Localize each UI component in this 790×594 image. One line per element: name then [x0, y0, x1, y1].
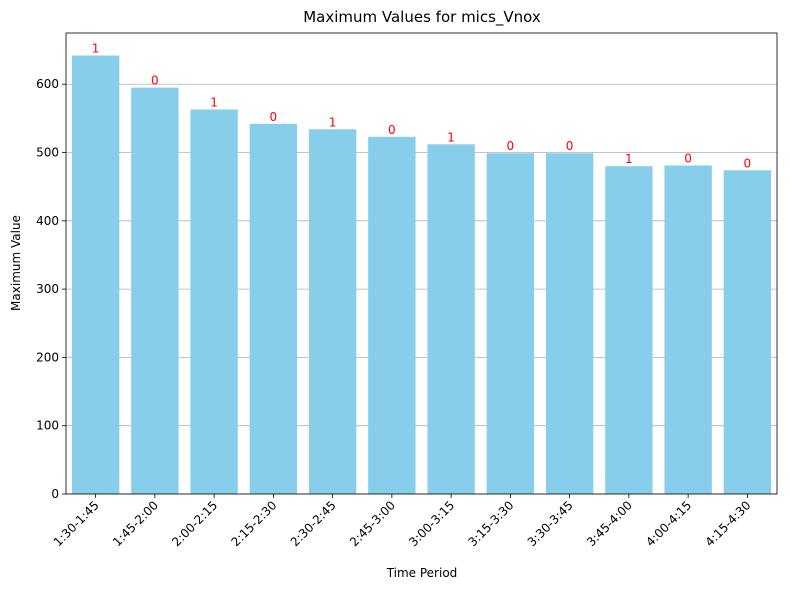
bar-value-label: 0: [744, 156, 752, 170]
bar-3:15-3:30: [486, 153, 535, 494]
x-axis-label: Time Period: [386, 566, 458, 580]
bar-4:15-4:30: [723, 170, 772, 494]
x-tick-label: 3:15-3:30: [465, 498, 516, 549]
bar-value-label: 0: [507, 139, 515, 153]
bar-value-label: 1: [447, 130, 455, 144]
x-tick-label: 4:00-4:15: [643, 498, 694, 549]
bar-value-label: 1: [210, 95, 218, 109]
bar-1:30-1:45: [71, 55, 120, 494]
y-tick-label: 0: [51, 487, 59, 501]
chart-title: Maximum Values for mics_Vnox: [303, 8, 541, 27]
bar-4:00-4:15: [664, 165, 712, 494]
x-tick-label: 1:45-2:00: [110, 498, 161, 549]
x-tick-label: 2:00-2:15: [169, 498, 220, 549]
bar-value-label: 0: [566, 139, 574, 153]
y-axis-label: Maximum Value: [9, 215, 23, 311]
x-tick-label: 2:45-3:00: [347, 498, 398, 549]
bar-2:45-3:00: [368, 136, 416, 494]
x-tick-label: 3:00-3:15: [406, 498, 457, 549]
y-tick-label: 300: [36, 282, 59, 296]
bar-3:30-3:45: [545, 153, 594, 494]
bar-value-labels: 1 0 1 0 1 0 1 0 0 1 0 0: [92, 42, 751, 171]
y-tick-label: 100: [36, 419, 59, 433]
x-tick-label: 3:30-3:45: [525, 498, 576, 549]
bar-2:30-2:45: [308, 129, 357, 494]
y-tick-label: 200: [36, 350, 59, 364]
bar-value-label: 0: [270, 110, 278, 124]
x-tick-label: 2:15-2:30: [228, 498, 279, 549]
x-tick-label: 3:45-4:00: [584, 498, 635, 549]
bar-value-label: 1: [92, 42, 100, 56]
x-tick-label: 2:30-2:45: [288, 498, 339, 549]
bar-2:15-2:30: [249, 123, 298, 494]
bar-value-label: 0: [388, 123, 396, 137]
bar-1:45-2:00: [131, 87, 179, 495]
bar-value-label: 1: [625, 152, 633, 166]
y-tick-label: 400: [36, 214, 59, 228]
y-tick-label: 600: [36, 77, 59, 91]
grid-lines: [66, 83, 777, 495]
bar-value-label: 0: [151, 74, 159, 88]
plot-frame: [65, 32, 778, 495]
bar-2:00-2:15: [190, 109, 238, 494]
x-tick-label: 4:15-4:30: [702, 498, 753, 549]
bar-value-label: 1: [329, 115, 337, 129]
bars: [71, 55, 772, 495]
bar-3:45-4:00: [605, 166, 653, 494]
bar-value-label: 0: [684, 151, 692, 165]
x-tick-label: 1:30-1:45: [51, 498, 102, 549]
y-tick-label: 500: [36, 146, 59, 160]
bar-3:00-3:15: [427, 144, 475, 494]
